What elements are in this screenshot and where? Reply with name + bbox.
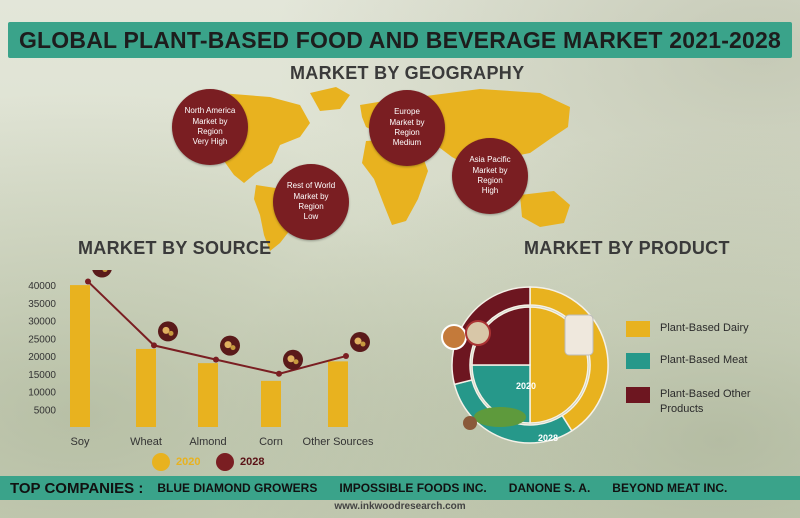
region-subtitle: Market by Region	[472, 165, 508, 185]
source-icon-detail	[168, 330, 174, 336]
ring-label-inner: 2020	[516, 381, 536, 391]
region-level: Very High	[192, 137, 228, 147]
region-name: Asia Pacific	[469, 155, 511, 165]
line-point	[213, 356, 219, 363]
source-bar-chart: 5000 10000 15000 20000 25000 30000 35000 40000 S…	[28, 270, 374, 448]
y-tick-label: 40000	[28, 281, 56, 292]
legend-plant-based-other: Plant-Based Other Products	[626, 387, 780, 417]
top-companies-label: TOP COMPANIES :	[10, 479, 144, 497]
region-subtitle: Market by Region	[293, 191, 329, 211]
region-north-america: North America Market by Region Very High	[172, 89, 248, 165]
region-subtitle: Market by Region	[389, 117, 425, 137]
source-icon-detail	[360, 341, 366, 347]
legend-swatch	[626, 387, 650, 403]
map-greenland	[310, 87, 350, 111]
region-name: Europe	[394, 107, 420, 117]
bar-corn	[261, 380, 281, 427]
source-icon-detail	[287, 355, 295, 363]
region-rest-of-world: Rest of World Market by Region Low	[273, 164, 349, 240]
x-tick-label: Corn	[259, 436, 283, 448]
footer-url[interactable]: www.inkwoodresearch.com	[334, 501, 466, 512]
source-icon-detail	[162, 326, 170, 334]
region-europe: Europe Market by Region Medium	[369, 90, 445, 166]
milk-carton-icon	[564, 314, 594, 356]
legend-label: Plant-Based Other Products	[660, 388, 751, 415]
company-blue-diamond: BLUE DIAMOND GROWERS	[157, 481, 318, 495]
x-tick-label: Other Sources	[303, 436, 374, 448]
source-icon-detail	[354, 337, 362, 345]
y-tick-label: 5000	[34, 405, 57, 416]
legend-plant-based-meat: Plant-Based Meat	[626, 353, 780, 369]
line-point	[85, 278, 91, 285]
product-donut-chart: 2020 2028	[441, 286, 609, 444]
legend-swatch	[626, 353, 650, 369]
y-tick-label: 35000	[28, 299, 56, 310]
x-tick-label: Wheat	[130, 436, 162, 448]
legend-swatch	[626, 321, 650, 337]
x-tick-label: Soy	[71, 436, 90, 448]
bar-wheat	[136, 348, 156, 427]
region-level: Low	[303, 212, 319, 222]
source-icon-detail	[102, 270, 108, 273]
source-icon-detail	[293, 359, 299, 365]
legend-2020-dot	[152, 453, 170, 471]
line-point	[343, 353, 349, 360]
top-companies-bar: TOP COMPANIES : BLUE DIAMOND GROWERS IMP…	[0, 476, 800, 500]
region-subtitle: Market by Region	[192, 116, 228, 136]
region-level: Medium	[392, 138, 422, 148]
legend-label: Plant-Based Meat	[660, 354, 748, 366]
y-tick-label: 10000	[28, 388, 56, 399]
y-tick-label: 20000	[28, 352, 56, 363]
company-impossible-foods: IMPOSSIBLE FOODS INC.	[339, 481, 487, 495]
company-danone: DANONE S. A.	[508, 481, 591, 495]
slice-2020-plant-based-other-products	[471, 306, 531, 366]
map-asia	[418, 89, 570, 171]
page-title: GLOBAL PLANT-BASED FOOD AND BEVERAGE MAR…	[18, 26, 782, 53]
nut-icon	[463, 416, 477, 430]
line-point	[151, 342, 157, 349]
bar-soy	[70, 285, 90, 427]
legend-2028: 2028	[216, 453, 264, 471]
y-tick-label: 15000	[28, 370, 56, 381]
vegetables-icon	[474, 407, 526, 427]
bar-other-sources	[328, 361, 348, 427]
legend-2020: 2020	[152, 453, 200, 471]
source-icon-detail	[230, 345, 236, 351]
geography-heading: MARKET BY GEOGRAPHY	[290, 63, 525, 83]
region-name: North America	[184, 106, 236, 116]
food-bowl-icon	[465, 320, 491, 346]
food-bowl-icon	[441, 324, 467, 350]
y-tick-label: 25000	[28, 334, 56, 345]
source-icon-detail	[224, 341, 232, 349]
legend-2028-dot	[216, 453, 234, 471]
region-level: High	[481, 186, 499, 196]
company-beyond-meat: BEYOND MEAT INC.	[612, 481, 728, 495]
map-australia	[520, 191, 570, 227]
x-tick-label: Almond	[189, 436, 226, 448]
title-banner: GLOBAL PLANT-BASED FOOD AND BEVERAGE MAR…	[8, 22, 792, 58]
ring-label-outer: 2028	[538, 433, 558, 443]
legend-2028-label: 2028	[240, 456, 265, 468]
legend-2020-label: 2020	[176, 456, 201, 468]
region-asia-pacific: Asia Pacific Market by Region High	[452, 138, 528, 214]
legend-label: Plant-Based Dairy	[660, 322, 749, 334]
bar-almond	[198, 363, 218, 427]
y-tick-label: 30000	[28, 317, 56, 328]
source-heading: MARKET BY SOURCE	[78, 238, 272, 258]
product-heading: MARKET BY PRODUCT	[524, 238, 730, 258]
legend-plant-based-dairy: Plant-Based Dairy	[626, 321, 780, 337]
source-icon	[92, 270, 112, 278]
region-name: Rest of World	[286, 181, 336, 191]
line-point	[276, 370, 282, 377]
